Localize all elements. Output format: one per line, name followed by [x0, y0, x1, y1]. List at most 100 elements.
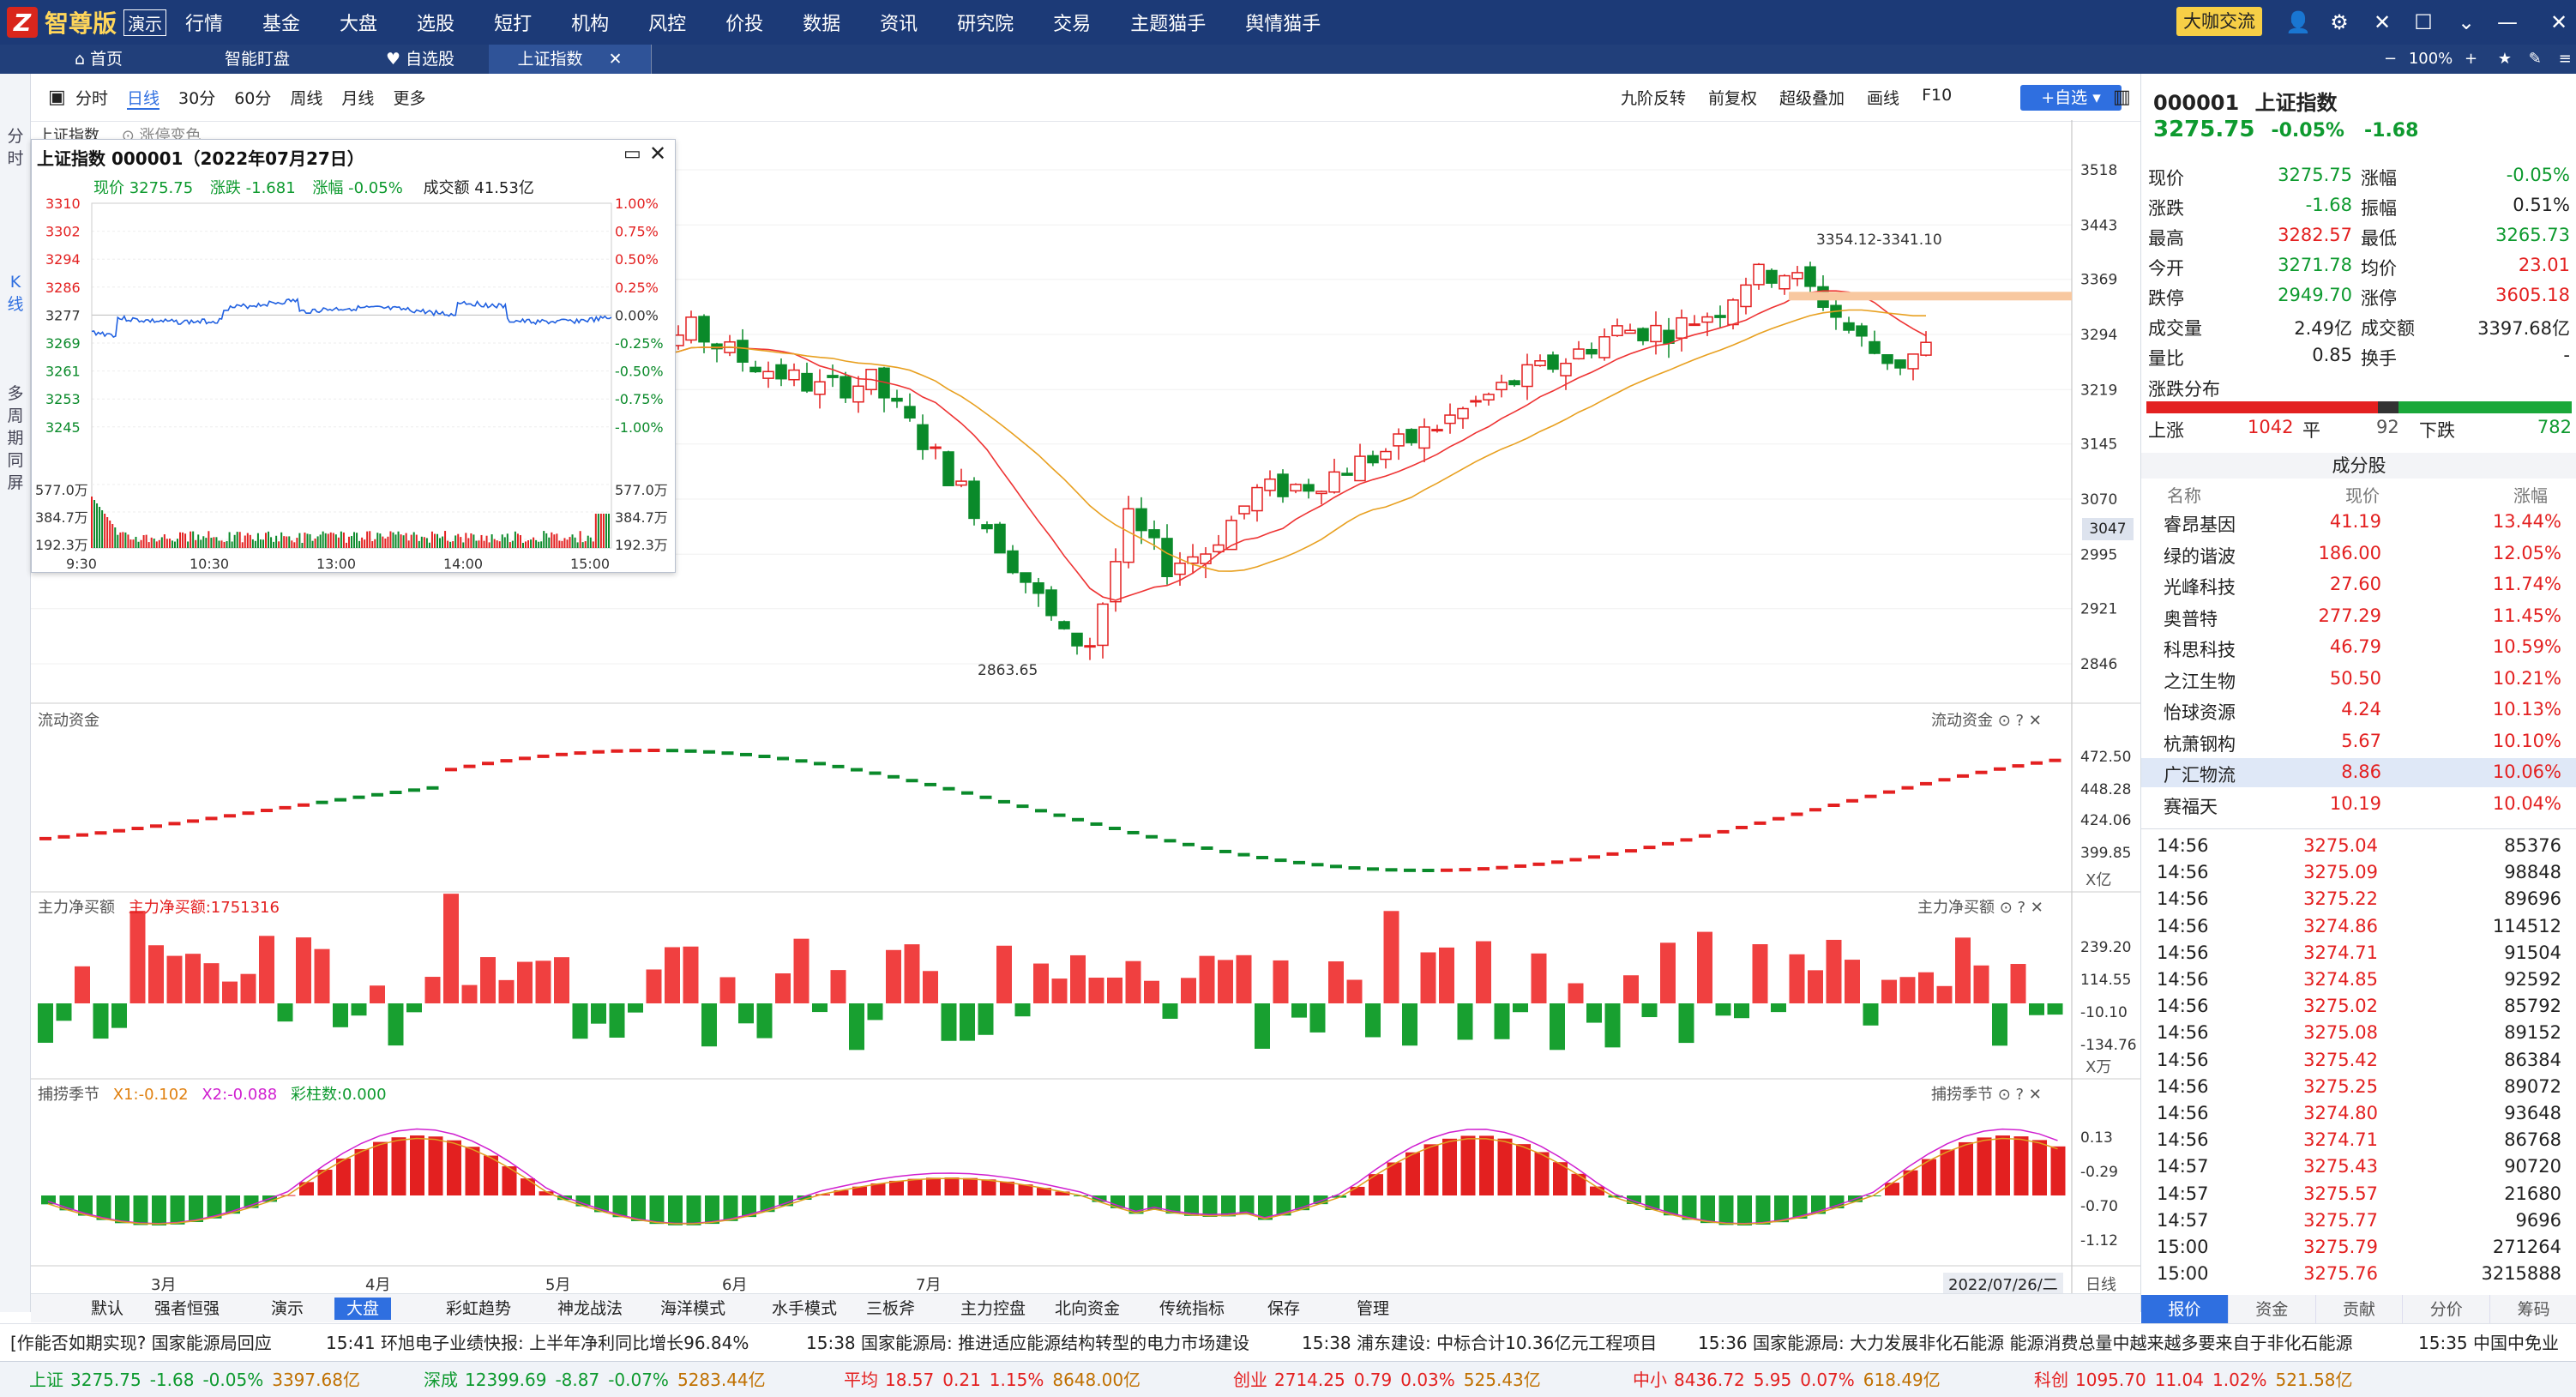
period-2[interactable]: 30分 [178, 89, 216, 108]
intraday-popup[interactable]: 上证指数 000001（2022年07月27日） ▭ ✕ 现价 3275.75 … [31, 139, 676, 573]
vtab-kline[interactable]: K线 [7, 273, 24, 314]
news-item[interactable]: 15:36 国家能源局: 大力发展非化石能源 能源消费总量中越来越多要来自于非化… [1698, 1333, 2353, 1353]
template-tab-13[interactable]: 管理 [1357, 1299, 1390, 1318]
vtab-intraday[interactable]: 分时 [7, 127, 24, 168]
component-row[interactable]: 科思科技 46.79 10.59% [2141, 633, 2576, 662]
zoom-in-icon[interactable]: + [2465, 50, 2478, 68]
top-menu-item[interactable]: 舆情猫手 [1245, 14, 1321, 35]
restore-icon[interactable] [2514, 7, 2545, 38]
star-icon[interactable]: ★ [2497, 50, 2512, 68]
tab-close-icon[interactable]: ✕ [608, 50, 623, 69]
close-icon[interactable]: ✕ [2549, 10, 2568, 34]
news-item[interactable]: 15:35 中国中免业 [2418, 1333, 2559, 1353]
vtab-multi[interactable]: 多周期同屏 [7, 384, 24, 492]
quote-tab-4[interactable]: 筹码 [2489, 1295, 2576, 1324]
ind3-right-title[interactable]: 捕捞季节 ⊙ ? ✕ [1931, 1086, 2042, 1104]
news-item[interactable]: 15:38 浦东建设: 中标合计10.36亿元工程项目 [1302, 1333, 1658, 1353]
top-menu-item[interactable]: 机构 [571, 14, 610, 35]
quote-tab-2[interactable]: 贡献 [2314, 1295, 2403, 1324]
status-index[interactable]: 中小 8436.72 5.95 0.07% 618.49亿 [1633, 1370, 1941, 1390]
popup-close-icon[interactable]: ✕ [649, 142, 667, 166]
chart-tool-1[interactable]: 前复权 [1708, 89, 1758, 108]
template-tab-3[interactable]: 大盘 [334, 1298, 392, 1320]
status-index[interactable]: 科创 1095.70 11.04 1.02% 521.58亿 [2034, 1370, 2353, 1390]
panel-icon[interactable]: ▣ [48, 87, 66, 108]
chart-tool-3[interactable]: 画线 [1867, 89, 1900, 108]
news-item[interactable]: 15:41 环旭电子业绩快报: 上半年净利同比增长96.84% [326, 1333, 749, 1353]
popup-min-icon[interactable]: ▭ [623, 143, 641, 165]
top-menu-item[interactable]: 资讯 [880, 14, 918, 35]
template-tab-9[interactable]: 主力控盘 [960, 1299, 1026, 1318]
component-row[interactable]: 睿昂基因 41.19 13.44% [2141, 508, 2576, 537]
status-index[interactable]: 深成 12399.69 -8.87 -0.07% 5283.44亿 [424, 1370, 766, 1390]
template-tab-10[interactable]: 北向资金 [1055, 1299, 1121, 1318]
dropdown-icon[interactable]: ⌄ [2457, 10, 2476, 34]
template-tab-1[interactable]: 强者恒强 [154, 1299, 220, 1318]
top-menu-item[interactable]: 基金 [262, 14, 301, 35]
user-icon[interactable]: 👤 [2285, 10, 2311, 34]
news-item[interactable]: [作能否如期实现? 国家能源局回应 [10, 1333, 272, 1353]
layout-icon[interactable]: ▥ [2113, 87, 2131, 108]
quote-tab-1[interactable]: 资金 [2227, 1295, 2315, 1324]
top-menu-item[interactable]: 主题猫手 [1130, 14, 1207, 35]
component-row[interactable]: 光峰科技 27.60 11.74% [2141, 570, 2576, 599]
component-row[interactable]: 广汇物流 8.86 10.06% [2141, 758, 2576, 787]
news-item[interactable]: 15:38 国家能源局: 推进适应能源结构转型的电力市场建设 [806, 1333, 1250, 1353]
component-row[interactable]: 赛福天 10.19 10.04% [2141, 790, 2576, 819]
top-menu-item[interactable]: 数据 [803, 14, 841, 35]
tick-volume: 93648 [2504, 1103, 2561, 1123]
chart-tool-2[interactable]: 超级叠加 [1779, 89, 1845, 108]
add-favorite-button[interactable]: +自选 ▾ [2020, 85, 2122, 111]
template-tab-2[interactable]: 演示 [271, 1299, 304, 1318]
template-tab-7[interactable]: 水手模式 [772, 1299, 838, 1318]
template-tab-12[interactable]: 保存 [1267, 1299, 1301, 1318]
status-index[interactable]: 上证 3275.75 -1.68 -0.05% 3397.68亿 [29, 1370, 360, 1390]
period-3[interactable]: 60分 [234, 89, 272, 108]
top-menu-item[interactable]: 大盘 [340, 14, 378, 35]
quote-tab-0[interactable]: 报价 [2141, 1295, 2228, 1324]
status-index[interactable]: 创业 2714.25 0.79 0.03% 525.43亿 [1233, 1370, 1541, 1390]
top-menu-item[interactable]: 交易 [1053, 14, 1092, 35]
period-1[interactable]: 日线 [127, 86, 160, 110]
tab-watchlist[interactable]: ♥ 自选股 [385, 50, 455, 69]
template-tab-8[interactable]: 三板斧 [866, 1299, 916, 1318]
pen-icon[interactable]: ✎ [2528, 50, 2542, 68]
ind2-right-title[interactable]: 主力净买额 ⊙ ? ✕ [1917, 899, 2043, 917]
period-6[interactable]: 更多 [393, 89, 426, 108]
quote-tab-3[interactable]: 分价 [2402, 1295, 2490, 1324]
top-menu-item[interactable]: 选股 [417, 14, 455, 35]
top-menu-item[interactable]: 短打 [494, 14, 533, 35]
candle-body [1367, 455, 1379, 464]
period-4[interactable]: 周线 [290, 89, 323, 108]
big-talk-button[interactable]: 大咖交流 [2176, 7, 2262, 36]
component-row[interactable]: 奥普特 277.29 11.45% [2141, 602, 2576, 631]
settings-icon[interactable]: ⚙ [2330, 10, 2349, 34]
top-menu-item[interactable]: 价投 [725, 14, 764, 35]
component-row[interactable]: 之江生物 50.50 10.21% [2141, 665, 2576, 694]
period-5[interactable]: 月线 [341, 89, 375, 108]
tab-index[interactable]: 上证指数 ✕ [489, 45, 652, 74]
theme-icon[interactable]: ☐ [2414, 10, 2433, 34]
minimize-icon[interactable]: — [2497, 10, 2518, 34]
ind1-right-title[interactable]: 流动资金 ⊙ ? ✕ [1931, 712, 2042, 730]
template-tab-0[interactable]: 默认 [91, 1299, 124, 1318]
period-0[interactable]: 分时 [75, 89, 109, 108]
zoom-out-icon[interactable]: − [2384, 50, 2398, 68]
top-menu-item[interactable]: 行情 [185, 14, 224, 35]
tab-smart[interactable]: 智能盯盘 [224, 50, 290, 69]
component-row[interactable]: 绿的谐波 186.00 12.05% [2141, 539, 2576, 569]
tools-icon[interactable]: ✕ [2373, 10, 2392, 34]
template-tab-5[interactable]: 神龙战法 [557, 1299, 623, 1318]
component-row[interactable]: 杭萧钢构 5.67 10.10% [2141, 727, 2576, 756]
template-tab-6[interactable]: 海洋模式 [660, 1299, 726, 1318]
template-tab-4[interactable]: 彩虹趋势 [446, 1299, 512, 1318]
status-index[interactable]: 平均 18.57 0.21 1.15% 8648.00亿 [844, 1370, 1141, 1390]
menu-icon[interactable]: ≡ [2558, 50, 2572, 68]
component-row[interactable]: 怡球资源 4.24 10.13% [2141, 695, 2576, 725]
chart-tool-4[interactable]: F10 [1922, 86, 1953, 105]
top-menu-item[interactable]: 风控 [648, 14, 687, 35]
template-tab-11[interactable]: 传统指标 [1159, 1299, 1225, 1318]
tab-home[interactable]: ⌂ 首页 [74, 50, 123, 69]
chart-tool-0[interactable]: 九阶反转 [1621, 89, 1687, 108]
top-menu-item[interactable]: 研究院 [957, 14, 1014, 35]
